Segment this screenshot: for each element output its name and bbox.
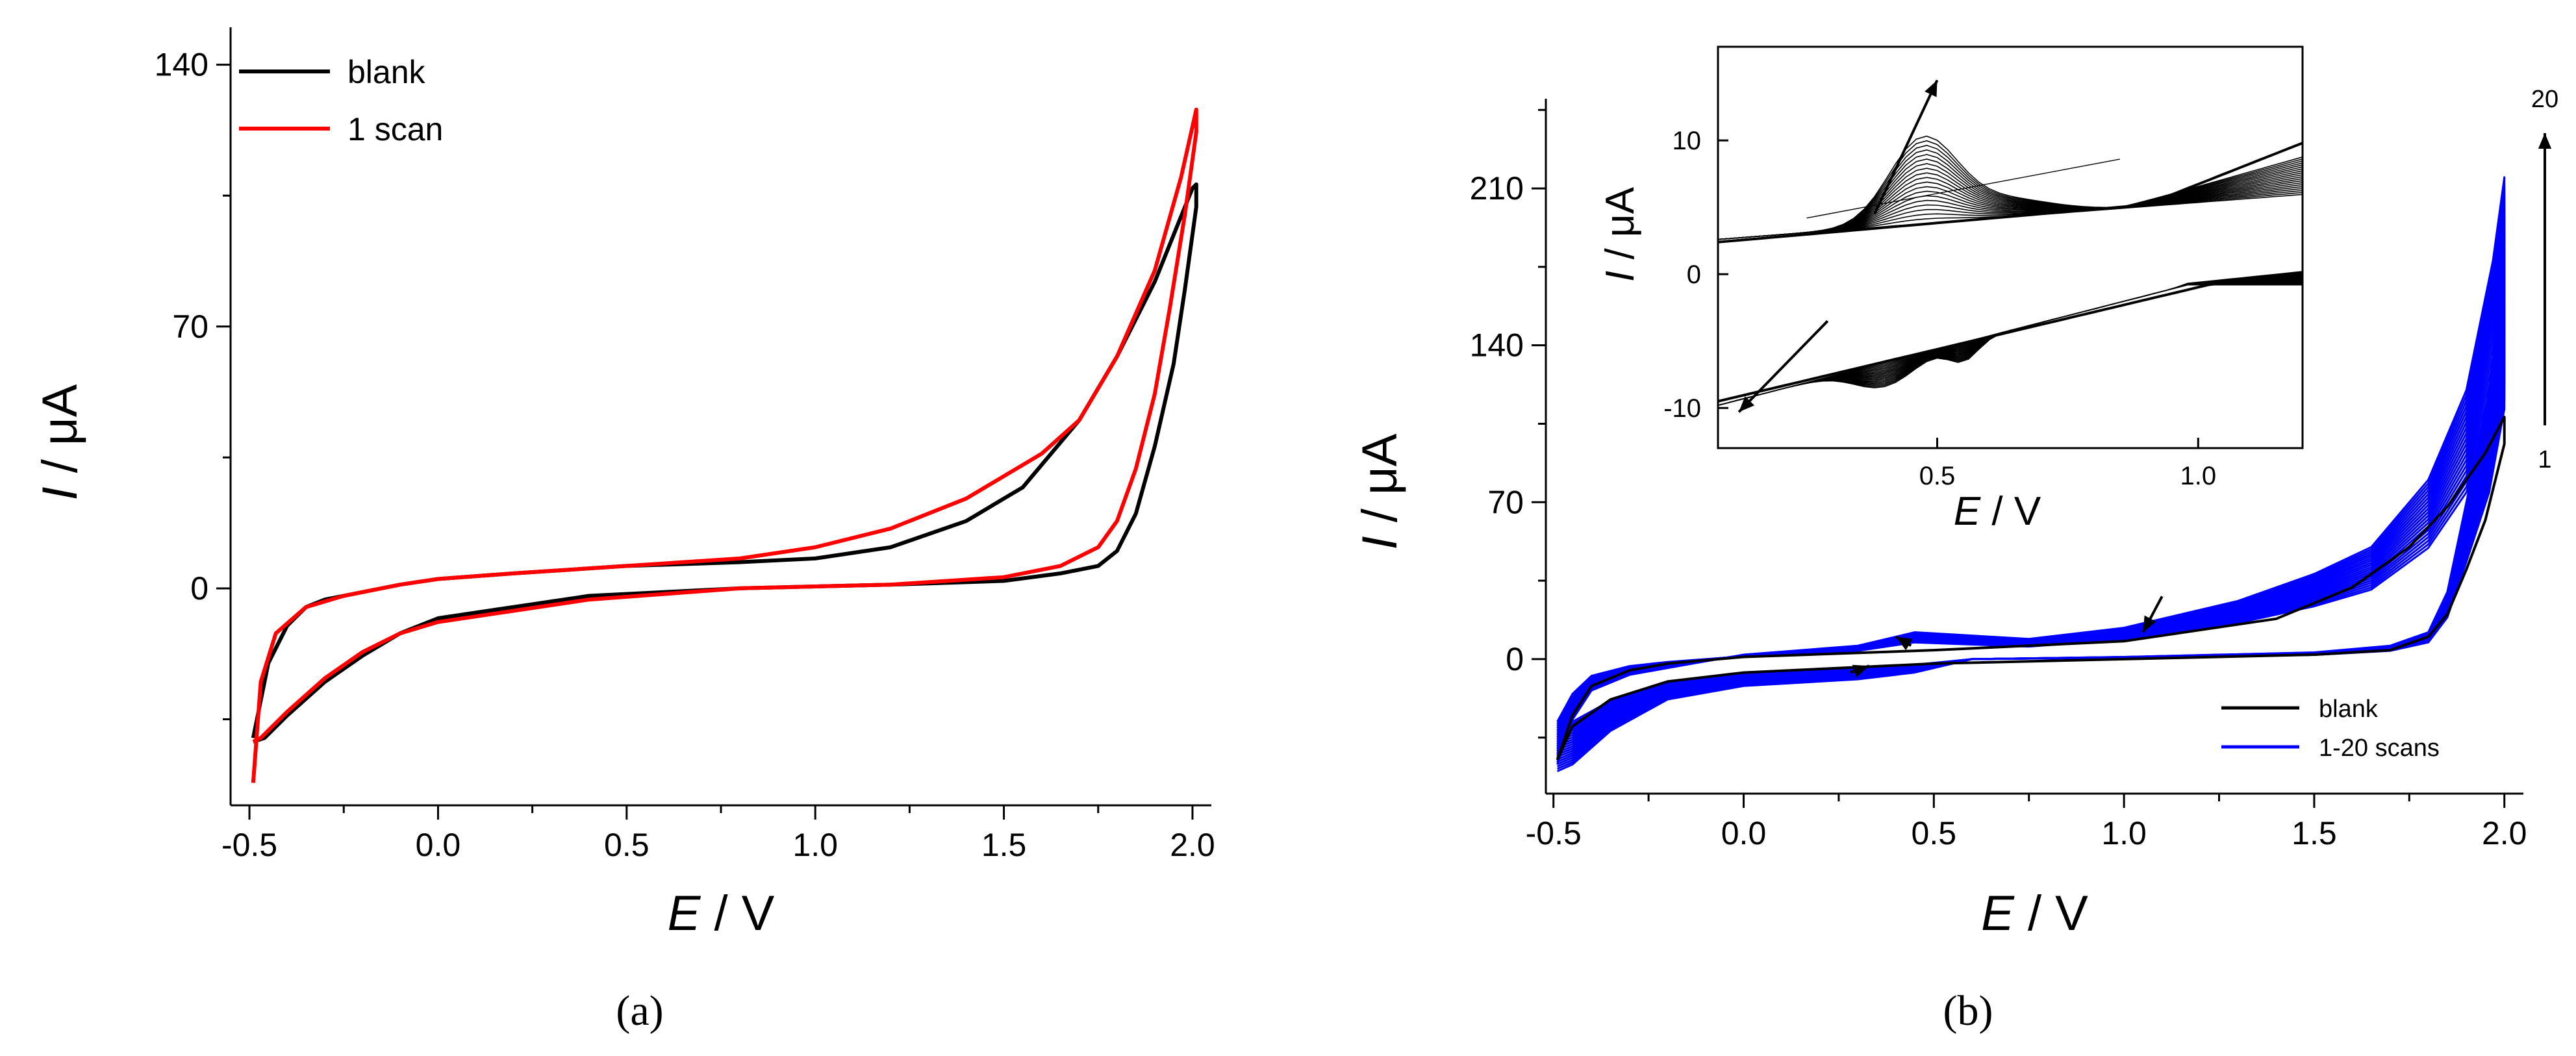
chart-b-inset: 0.5 1.0 -10 0 10 E / V I / μA (1598, 45, 2304, 534)
y-tick-label: 140 (1470, 327, 1524, 364)
x-axis-var: E (1981, 886, 2015, 941)
panel-label-b: (b) (1943, 987, 1993, 1035)
x-tick-label: 1.0 (792, 827, 838, 863)
x-tick-label: 1.5 (2292, 815, 2337, 851)
inset-y-tick-label: 0 (1687, 260, 1701, 289)
inset-growth-arrow-up-head (1925, 80, 1938, 97)
x-tick-label: -0.5 (221, 827, 277, 863)
series-line-scan (1556, 176, 2506, 772)
x-tick-label: 2.0 (1170, 827, 1215, 863)
y-tick-label: 0 (1506, 641, 1524, 677)
y-tick-label: 70 (1487, 484, 1524, 520)
inset-y-axis-title: I / μA (1598, 186, 1643, 282)
scan-family (1556, 176, 2506, 772)
scan-count-arrow-head (2538, 133, 2552, 149)
y-tick-label: 70 (172, 308, 208, 345)
inset-baseline (1806, 158, 2120, 219)
chart-a: -0.5 0.0 0.5 1.0 1.5 2.0 0 70 140 E / V I / μA blan… (32, 27, 1215, 1035)
inset-y-axis-var: I (1598, 271, 1643, 282)
x-axis-unit: / V (700, 886, 774, 941)
series-line-blank (251, 182, 1198, 744)
scan-count-bottom-label: 1 (2538, 446, 2551, 473)
y-tick-label: 0 (190, 570, 208, 607)
y-tick-label: 140 (155, 47, 208, 83)
inset-growth-arrow-down-shaft (1737, 320, 1829, 413)
y-tick-label: 210 (1470, 170, 1524, 207)
chart-b: -0.5 0.0 0.5 1.0 1.5 2.0 0 70 140 210 E / V I / μA 2… (1352, 86, 2558, 1035)
inset-plot (1718, 135, 2303, 406)
inset-x-axis-unit: / V (1980, 489, 2041, 534)
inset-scan-curve (1718, 271, 2303, 406)
x-tick-label: 0.0 (416, 827, 461, 863)
legend-label: blank (2319, 696, 2379, 723)
inset-x-tick-label: 0.5 (1919, 462, 1956, 490)
x-axis-title: E / V (668, 886, 775, 941)
y-axis-title: I / μA (1352, 433, 1408, 549)
y-axis-var: I (32, 486, 88, 500)
inset-growth-arrow-up-shaft (1873, 79, 1939, 215)
x-axis-unit: / V (2014, 886, 2088, 941)
x-tick-label: -0.5 (1526, 815, 1582, 851)
panel-label-a: (a) (616, 987, 663, 1035)
inset-x-axis-title: E / V (1954, 489, 2041, 534)
inset-growth-arrow-down-head (1739, 396, 1755, 412)
y-axis-var: I (1352, 536, 1408, 549)
y-axis-title: I / μA (32, 384, 88, 500)
series-line-scan (251, 107, 1198, 783)
x-axis-title: E / V (1981, 886, 2088, 941)
x-tick-label: 0.5 (1912, 815, 1957, 851)
inset-x-tick-label: 1.0 (2180, 462, 2216, 490)
inset-scan-curve (1718, 135, 2303, 240)
x-tick-label: 0.5 (604, 827, 650, 863)
x-tick-label: 1.0 (2101, 815, 2147, 851)
inset-y-tick-label: 10 (1673, 127, 1702, 155)
inset-y-tick-label: -10 (1663, 394, 1701, 423)
direction-arrow-lower-head (1852, 664, 1869, 677)
inset-x-axis-var: E (1954, 489, 1981, 534)
inset-frame (1717, 45, 2304, 449)
x-axis-var: E (668, 886, 701, 941)
series-line-blank (1556, 416, 2506, 761)
x-tick-label: 0.0 (1721, 815, 1767, 851)
x-tick-label: 1.5 (981, 827, 1027, 863)
legend-label: 1-20 scans (2319, 735, 2440, 762)
y-axis-unit: / μA (32, 384, 88, 486)
direction-arrow-mid-head (2143, 615, 2156, 633)
direction-arrow-upper-head (1895, 636, 1913, 651)
legend-label: 1 scan (347, 111, 443, 147)
scan-count-top-label: 20 (2531, 86, 2558, 113)
inset-blank-curve (1718, 282, 2303, 403)
x-tick-label: 2.0 (2482, 815, 2527, 851)
legend-label: blank (347, 54, 426, 90)
inset-blank-curve (1718, 142, 2303, 244)
inset-y-axis-unit: / μA (1598, 186, 1643, 270)
y-axis-unit: / μA (1352, 433, 1408, 536)
